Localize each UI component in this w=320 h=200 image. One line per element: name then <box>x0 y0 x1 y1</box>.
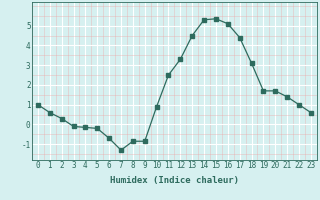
X-axis label: Humidex (Indice chaleur): Humidex (Indice chaleur) <box>110 176 239 185</box>
